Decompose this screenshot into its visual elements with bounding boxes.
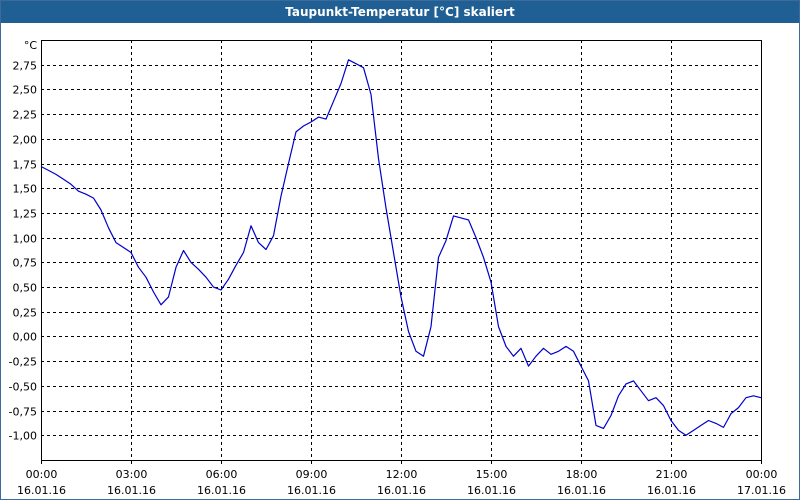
x-tick-time: 00:00 [746, 468, 778, 481]
plot-frame [41, 40, 762, 461]
chart-title: Taupunkt-Temperatur [°C] skaliert [1, 1, 799, 23]
x-tick-date: 16.01.16 [107, 484, 156, 497]
x-tick-date: 16.01.16 [17, 484, 66, 497]
x-tick-time: 03:00 [116, 468, 148, 481]
y-tick-label: 1,25 [13, 208, 38, 221]
x-tick-date: 16.01.16 [557, 484, 606, 497]
y-tick-label: 2,00 [13, 134, 38, 147]
y-tick-label: 0,50 [13, 282, 38, 295]
y-tick-label: -0,50 [9, 381, 37, 394]
y-tick-label: 2,75 [13, 60, 38, 73]
y-tick-label: 0,00 [13, 331, 38, 344]
x-tick-date: 16.01.16 [647, 484, 696, 497]
x-tick-time: 12:00 [386, 468, 418, 481]
x-tick-time: 06:00 [206, 468, 238, 481]
x-tick-time: 09:00 [296, 468, 328, 481]
y-tick-label: 2,25 [13, 109, 38, 122]
y-tick-label: -0,25 [9, 356, 37, 369]
x-tick-date: 16.01.16 [287, 484, 336, 497]
y-tick-label: 1,75 [13, 159, 38, 172]
x-tick-date: 16.01.16 [467, 484, 516, 497]
x-tick-time: 21:00 [656, 468, 688, 481]
x-tick-time: 18:00 [566, 468, 598, 481]
y-tick-label: 0,75 [13, 257, 38, 270]
x-tick-time: 00:00 [26, 468, 58, 481]
y-tick-label: 1,50 [13, 183, 38, 196]
y-tick-label: 2,50 [13, 84, 38, 97]
x-tick-time: 15:00 [476, 468, 508, 481]
y-tick-label: 1,00 [13, 233, 38, 246]
x-tick-date: 16.01.16 [197, 484, 246, 497]
x-tick-date: 16.01.16 [377, 484, 426, 497]
series-line-0 [40, 59, 762, 436]
y-tick-label: -0,75 [9, 406, 37, 419]
y-tick-label: 0,25 [13, 307, 38, 320]
x-tick-date: 17.01.16 [737, 484, 786, 497]
y-tick-label: -1,00 [9, 430, 37, 443]
y-unit-label: °C [24, 39, 38, 52]
